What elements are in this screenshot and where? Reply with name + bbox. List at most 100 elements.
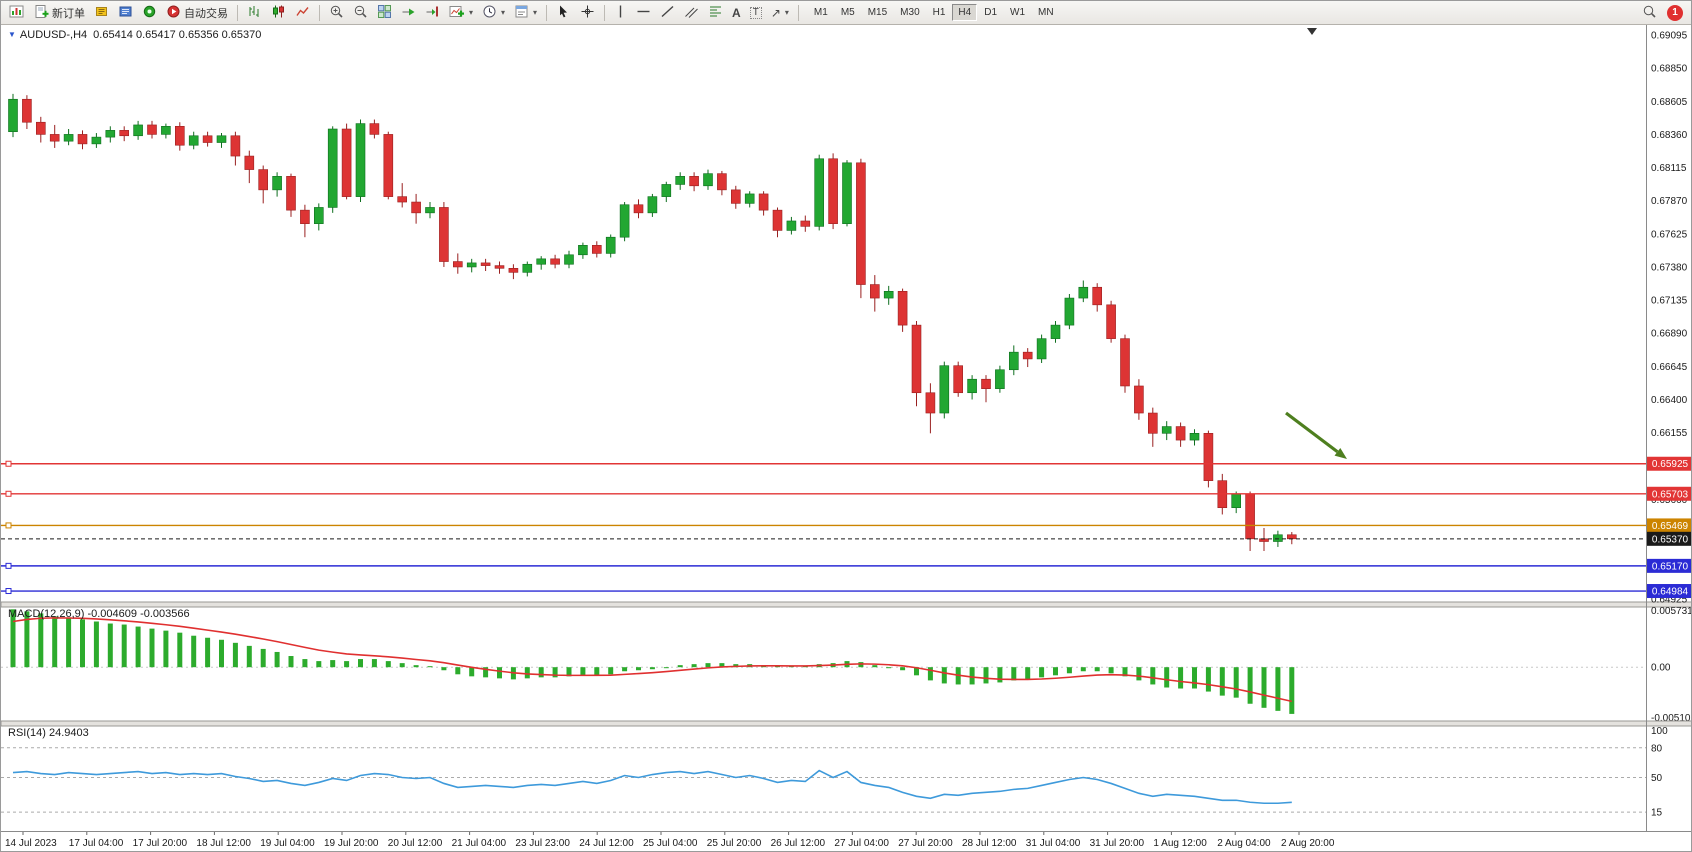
vertical-line-icon (614, 4, 627, 22)
timeframe-button-m5[interactable]: M5 (835, 4, 861, 21)
svg-text:21 Jul 04:00: 21 Jul 04:00 (452, 838, 507, 849)
toolbar-separator (546, 4, 548, 21)
horizontal-line-button[interactable] (632, 3, 655, 23)
candlestick-chart-button[interactable] (267, 3, 290, 23)
new-order-icon (34, 4, 49, 22)
templates-icon (514, 4, 529, 22)
terminal-icon (118, 4, 133, 22)
fibonacci-button[interactable] (704, 3, 727, 23)
annotation-arrow[interactable] (1285, 411, 1347, 459)
svg-text:0.00: 0.00 (1651, 663, 1671, 674)
toolbar-separator (604, 4, 606, 21)
price-axis[interactable]: 0.69095 0.68850 0.68605 0.68360 0.68115 0.678… (1647, 31, 1692, 606)
bar-chart-button[interactable] (243, 3, 266, 23)
timeframe-button-m30[interactable]: M30 (894, 4, 925, 21)
svg-text:-0.005102: -0.005102 (1651, 713, 1692, 724)
svg-text:0.65703: 0.65703 (1652, 489, 1689, 500)
time-axis[interactable]: 14 Jul 2023 17 Jul 04:00 17 Jul 20:00 18 Ju… (5, 832, 1335, 849)
indicators-icon (449, 4, 465, 22)
horizontal-level-lines[interactable] (1, 460, 1646, 595)
autotrading-icon (166, 4, 181, 22)
crosshair-button[interactable] (576, 3, 599, 23)
timeframe-button-m1[interactable]: M1 (808, 4, 834, 21)
svg-text:27 Jul 04:00: 27 Jul 04:00 (834, 838, 889, 849)
macd-pane: 0.005731 0.00 -0.005102 (1, 606, 1692, 724)
new-chart-button[interactable] (5, 3, 29, 23)
svg-text:26 Jul 12:00: 26 Jul 12:00 (771, 838, 826, 849)
candlestick-chart-icon (271, 4, 286, 22)
timeframe-button-mn[interactable]: MN (1032, 4, 1060, 21)
text-icon: A (732, 5, 741, 20)
svg-text:2 Aug 20:00: 2 Aug 20:00 (1281, 838, 1335, 849)
pane-separator-rsi[interactable] (1, 720, 1692, 727)
chevron-down-icon: ▾ (784, 8, 789, 17)
svg-text:0.69095: 0.69095 (1651, 31, 1688, 42)
svg-text:0.66400: 0.66400 (1651, 395, 1688, 406)
zoom-out-icon (353, 4, 368, 22)
clock-icon (482, 4, 497, 22)
svg-text:0.68605: 0.68605 (1651, 97, 1688, 108)
svg-text:0.67870: 0.67870 (1651, 196, 1688, 207)
main-toolbar: 新订单 自动交易 ▾ ▾ ▾ A T ↗ ▾ M1 M5 M15 M30 H1 H4 D1 W1… (1, 1, 1691, 25)
toolbar-separator (237, 4, 238, 21)
notification-badge[interactable]: 1 (1667, 4, 1683, 21)
zoom-out-button[interactable] (349, 3, 372, 23)
periods-button[interactable]: ▾ (478, 3, 509, 23)
svg-text:0.68850: 0.68850 (1651, 64, 1688, 75)
timeframe-button-m15[interactable]: M15 (862, 4, 893, 21)
auto-scroll-button[interactable] (397, 3, 420, 23)
svg-text:31 Jul 20:00: 31 Jul 20:00 (1090, 838, 1145, 849)
chevron-down-icon: ▾ (533, 8, 538, 17)
search-icon (1642, 4, 1657, 22)
vertical-line-button[interactable] (610, 3, 631, 23)
cursor-button[interactable] (552, 3, 575, 23)
svg-text:0.67625: 0.67625 (1651, 229, 1688, 240)
crosshair-icon (580, 4, 595, 22)
text-label-button[interactable]: T (746, 3, 766, 23)
timeframe-button-h1[interactable]: H1 (927, 4, 952, 21)
svg-text:31 Jul 04:00: 31 Jul 04:00 (1026, 838, 1081, 849)
bar-chart-icon (247, 4, 262, 22)
chart-shift-button[interactable] (421, 3, 444, 23)
channel-button[interactable] (680, 3, 703, 23)
indicators-button[interactable]: ▾ (445, 3, 477, 23)
chart-canvas[interactable]: 0.005731 0.00 -0.005102 100 80 50 15 14 Jul 2… (1, 25, 1692, 852)
navigator-button[interactable] (138, 3, 161, 23)
svg-text:0.65469: 0.65469 (1652, 521, 1689, 532)
svg-text:14 Jul 2023: 14 Jul 2023 (5, 838, 57, 849)
chart-shift-marker[interactable] (1307, 28, 1317, 35)
channel-icon (684, 4, 699, 22)
notification-count: 1 (1672, 7, 1678, 18)
timeframe-button-d1[interactable]: D1 (978, 4, 1003, 21)
arrows-button[interactable]: ↗ ▾ (767, 3, 793, 23)
search-button[interactable] (1638, 3, 1661, 23)
tile-windows-button[interactable] (373, 3, 396, 23)
svg-text:19 Jul 04:00: 19 Jul 04:00 (260, 838, 315, 849)
svg-text:17 Jul 04:00: 17 Jul 04:00 (69, 838, 124, 849)
trendline-button[interactable] (656, 3, 679, 23)
metaeditor-button[interactable] (90, 3, 113, 23)
rsi-pane: 100 80 50 15 (1, 726, 1668, 819)
line-chart-button[interactable] (291, 3, 314, 23)
timeframe-button-h4[interactable]: H4 (952, 4, 978, 21)
svg-text:19 Jul 20:00: 19 Jul 20:00 (324, 838, 379, 849)
templates-button[interactable]: ▾ (510, 3, 541, 23)
tile-windows-icon (377, 4, 392, 22)
svg-text:80: 80 (1651, 743, 1663, 754)
svg-text:0.64984: 0.64984 (1652, 587, 1689, 598)
autotrading-button[interactable]: 自动交易 (162, 3, 232, 23)
svg-text:0.67135: 0.67135 (1651, 296, 1688, 307)
pane-separator-macd[interactable] (1, 601, 1692, 608)
new-order-button[interactable]: 新订单 (30, 3, 89, 23)
zoom-in-button[interactable] (325, 3, 348, 23)
svg-text:0.66645: 0.66645 (1651, 362, 1688, 373)
navigator-icon (142, 4, 157, 22)
svg-text:27 Jul 20:00: 27 Jul 20:00 (898, 838, 953, 849)
text-button[interactable]: A (728, 3, 745, 23)
toolbar-separator (797, 4, 799, 21)
svg-text:1 Aug 12:00: 1 Aug 12:00 (1153, 838, 1207, 849)
timeframe-button-w1[interactable]: W1 (1004, 4, 1031, 21)
svg-text:23 Jul 23:00: 23 Jul 23:00 (515, 838, 570, 849)
terminal-button[interactable] (114, 3, 137, 23)
